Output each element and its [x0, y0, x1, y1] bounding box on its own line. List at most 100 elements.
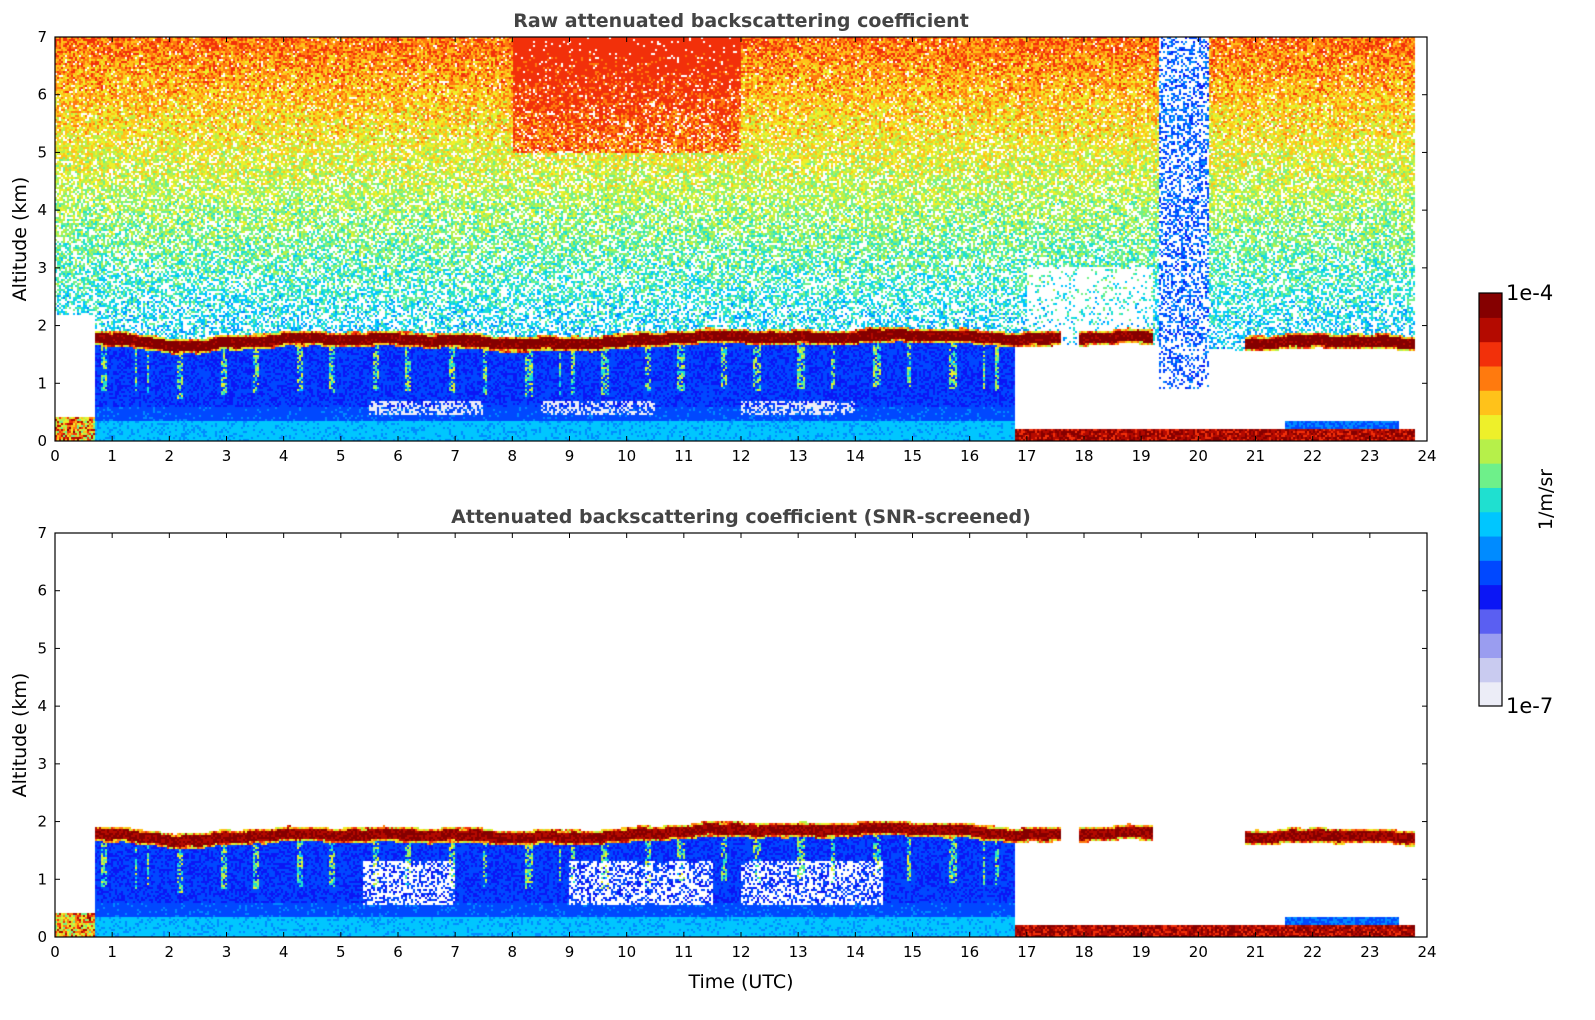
colorbar-cell	[1479, 317, 1502, 343]
x-tick-label: 17	[1017, 943, 1036, 961]
x-tick-label: 0	[50, 447, 60, 465]
colorbar-cell	[1479, 681, 1502, 707]
x-tick-label: 23	[1360, 943, 1379, 961]
raw-panel: Raw attenuated backscattering coefficien…	[9, 10, 1437, 465]
x-tick-label: 24	[1417, 447, 1436, 465]
x-tick-label: 12	[731, 447, 750, 465]
colorbar-cell	[1479, 487, 1502, 513]
x-tick-label: 14	[846, 447, 865, 465]
x-tick-label: 12	[731, 943, 750, 961]
colorbar-cell	[1479, 511, 1502, 537]
x-tick-label: 17	[1017, 447, 1036, 465]
x-tick-label: 11	[674, 447, 693, 465]
y-tick-label: 4	[37, 201, 47, 219]
x-tick-label: 19	[1132, 943, 1151, 961]
colorbar-cell	[1479, 608, 1502, 634]
colorbar-cell	[1479, 365, 1502, 391]
x-tick-label: 1	[107, 943, 117, 961]
colorbar-max-label: 1e-4	[1506, 281, 1553, 305]
colorbar-frame	[1478, 292, 1503, 707]
y-tick-label: 5	[37, 143, 47, 161]
x-tick-label: 16	[960, 447, 979, 465]
x-tick-label: 15	[903, 943, 922, 961]
colorbar-min-label: 1e-7	[1506, 694, 1553, 718]
y-tick-label: 2	[37, 813, 47, 831]
y-tick-label: 3	[37, 755, 47, 773]
x-tick-label: 3	[222, 447, 232, 465]
screened-x-ticks: 0 1 2 3 4 5 6 7 8 9 10 11 12 13 14 15 16 17 18 19 20 21 22 23 24	[50, 533, 1437, 961]
x-tick-label: 18	[1074, 943, 1093, 961]
raw-x-ticks: 0 1 2 3 4 5 6 7 8 9 10 11 12 13 14 15 16 17 18 19 20 21 22 23 24	[50, 37, 1437, 465]
y-tick-label: 6	[37, 582, 47, 600]
x-tick-label: 20	[1189, 943, 1208, 961]
y-tick-label: 0	[37, 928, 47, 946]
x-tick-label: 7	[450, 943, 460, 961]
x-tick-label: 10	[617, 447, 636, 465]
screened-heatmap-image	[55, 533, 1427, 937]
colorbar-cell	[1479, 463, 1502, 488]
screened-panel: Attenuated backscattering coefficient (S…	[9, 506, 1437, 993]
x-tick-label: 13	[789, 943, 808, 961]
y-tick-label: 1	[37, 870, 47, 888]
x-tick-label: 21	[1246, 943, 1265, 961]
colorbar-cell	[1479, 414, 1502, 440]
raw-y-ticks: 0 1 2 3 4 5 6 7	[37, 28, 1427, 450]
x-tick-label: 2	[165, 943, 175, 961]
y-tick-label: 2	[37, 317, 47, 335]
x-tick-label: 21	[1246, 447, 1265, 465]
colorbar: 1e-4 1e-7 1/m/sr	[1478, 281, 1557, 718]
x-tick-label: 8	[508, 447, 518, 465]
x-tick-label: 7	[450, 447, 460, 465]
colorbar-cell	[1479, 341, 1502, 367]
y-tick-label: 6	[37, 86, 47, 104]
x-tick-label: 5	[336, 447, 346, 465]
x-tick-label: 4	[279, 447, 289, 465]
x-tick-label: 11	[674, 943, 693, 961]
colorbar-cell	[1479, 633, 1502, 659]
x-tick-label: 0	[50, 943, 60, 961]
x-tick-label: 9	[565, 447, 575, 465]
x-tick-label: 19	[1132, 447, 1151, 465]
x-tick-label: 4	[279, 943, 289, 961]
colorbar-gradient	[1479, 293, 1502, 707]
screened-x-axis-label: Time (UTC)	[687, 971, 793, 993]
x-tick-label: 9	[565, 943, 575, 961]
colorbar-cell	[1479, 293, 1502, 318]
colorbar-unit-label: 1/m/sr	[1535, 469, 1557, 530]
colorbar-cell	[1479, 535, 1502, 561]
y-tick-label: 1	[37, 374, 47, 392]
colorbar-cell	[1479, 438, 1502, 464]
colorbar-cell	[1479, 390, 1502, 416]
x-tick-label: 15	[903, 447, 922, 465]
x-tick-label: 6	[393, 447, 403, 465]
screened-y-ticks: 0 1 2 3 4 5 6 7	[37, 524, 1427, 946]
colorbar-cell	[1479, 560, 1502, 586]
y-tick-label: 4	[37, 697, 47, 715]
y-tick-label: 3	[37, 259, 47, 277]
x-tick-label: 22	[1303, 943, 1322, 961]
x-tick-label: 10	[617, 943, 636, 961]
x-tick-label: 1	[107, 447, 117, 465]
y-tick-label: 7	[37, 524, 47, 542]
x-tick-label: 16	[960, 943, 979, 961]
y-tick-label: 5	[37, 639, 47, 657]
x-tick-label: 13	[789, 447, 808, 465]
y-tick-label: 7	[37, 28, 47, 46]
x-tick-label: 18	[1074, 447, 1093, 465]
x-tick-label: 6	[393, 943, 403, 961]
x-tick-label: 23	[1360, 447, 1379, 465]
x-tick-label: 24	[1417, 943, 1436, 961]
y-tick-label: 0	[37, 432, 47, 450]
raw-heatmap-image	[55, 37, 1427, 441]
raw-y-axis-label: Altitude (km)	[9, 177, 31, 302]
x-tick-label: 8	[508, 943, 518, 961]
raw-panel-title: Raw attenuated backscattering coefficien…	[513, 10, 969, 32]
screened-y-axis-label: Altitude (km)	[9, 673, 31, 798]
screened-panel-title: Attenuated backscattering coefficient (S…	[451, 506, 1031, 528]
colorbar-cell	[1479, 657, 1502, 683]
x-tick-label: 22	[1303, 447, 1322, 465]
colorbar-cell	[1479, 584, 1502, 610]
x-tick-label: 14	[846, 943, 865, 961]
x-tick-label: 20	[1189, 447, 1208, 465]
